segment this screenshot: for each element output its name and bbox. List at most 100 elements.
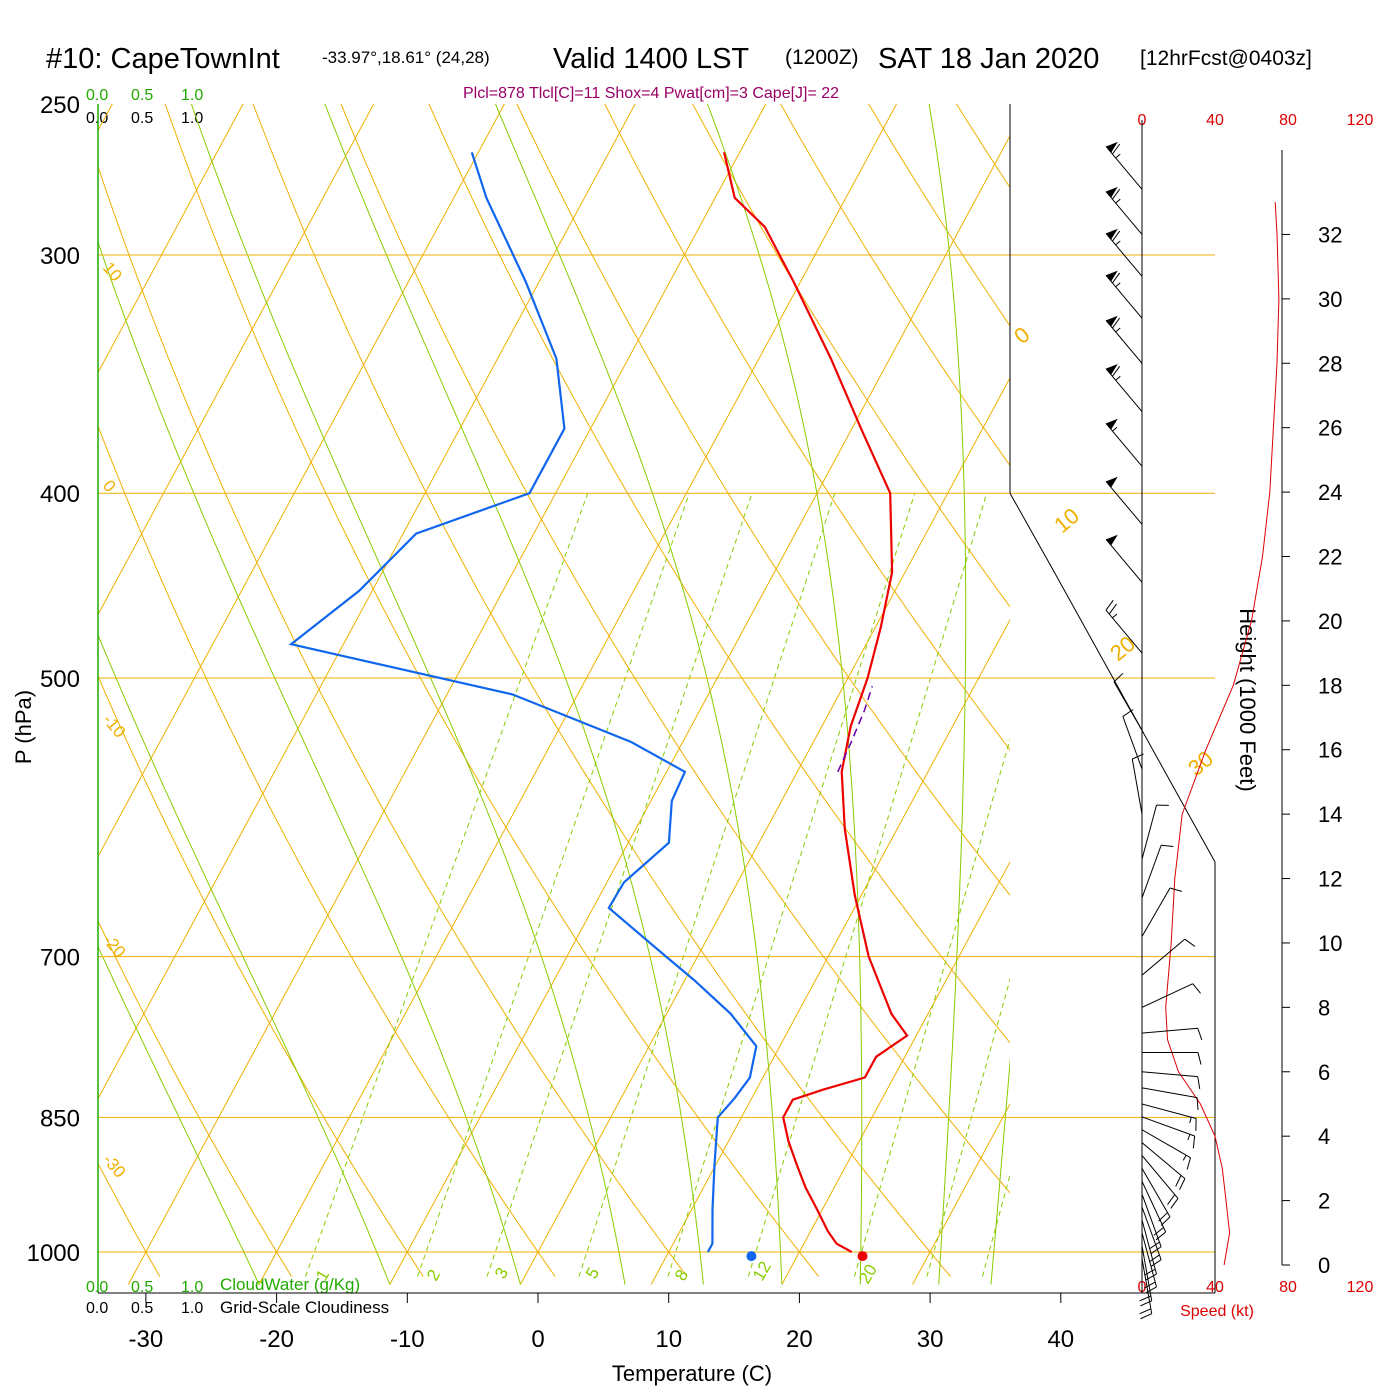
barb-staff <box>1141 1116 1195 1137</box>
plot-frame <box>97 104 1216 1294</box>
cloudwater-label: CloudWater (g/Kg) <box>220 1275 360 1294</box>
wind-barb <box>1142 1051 1202 1065</box>
cloud-bottom-black-2: 1.0 <box>181 1300 203 1317</box>
barb-feather <box>1150 1246 1162 1255</box>
barb-staff <box>1131 758 1143 815</box>
moist-adiabat <box>190 104 626 1285</box>
isotherm <box>650 618 1010 1285</box>
height-tick-label: 28 <box>1318 351 1342 376</box>
height-tick-label: 30 <box>1318 287 1342 312</box>
barb-half-feather <box>1115 153 1121 159</box>
wind-barb <box>1105 228 1143 277</box>
barb-staff <box>1141 887 1171 937</box>
barb-half-feather <box>1115 282 1121 288</box>
moist-adiabat <box>990 1056 1010 1285</box>
dry-adiabat <box>604 104 1010 751</box>
isotherm-label: -30 <box>99 1150 129 1181</box>
pressure-label: 300 <box>40 243 80 270</box>
barb-feather <box>1196 1097 1199 1110</box>
dry-adiabat <box>98 165 688 1277</box>
moist-adiabat <box>98 945 260 1285</box>
wind-barb <box>1105 141 1143 190</box>
barb-half-feather <box>1112 613 1118 619</box>
isotherm <box>98 104 505 858</box>
mixing-ratio-line <box>667 493 916 1277</box>
height-tick-label: 18 <box>1318 673 1342 698</box>
barb-feather <box>1148 1254 1160 1263</box>
valid-time: Valid 1400 LST <box>553 43 749 75</box>
forecast-info: [12hrFcst@0403z] <box>1140 47 1312 70</box>
barb-half-feather <box>1112 426 1118 432</box>
barb-staff <box>1105 191 1143 235</box>
barb-staff <box>1105 320 1143 364</box>
dry-adiabat-label: 0 <box>1009 322 1034 349</box>
cloud-top-green-1: 0.5 <box>131 87 153 104</box>
barb-staff <box>1141 1103 1197 1119</box>
cloud-bottom-green-1: 0.5 <box>131 1279 153 1296</box>
x-tick-label: -20 <box>259 1326 294 1353</box>
barb-feather <box>1192 983 1201 994</box>
barb-half-feather <box>1115 327 1121 333</box>
barb-feather <box>1197 1076 1201 1089</box>
isotherm <box>258 104 898 1285</box>
dry-adiabat <box>164 104 820 1277</box>
height-tick-label: 20 <box>1318 609 1342 634</box>
barb-feather <box>1169 887 1183 892</box>
barb-feather <box>1108 603 1117 615</box>
barb-feather <box>1112 230 1121 242</box>
station-coords: -33.97°,18.61° (24,28) <box>322 48 490 67</box>
dry-adiabat <box>692 104 1010 608</box>
wind-barb <box>1141 983 1201 1008</box>
barb-feather <box>1122 709 1134 717</box>
moist-adiabat <box>928 104 967 1285</box>
x-axis-title: Temperature (C) <box>612 1361 772 1386</box>
cloud-top-green-0: 0.0 <box>86 87 108 104</box>
height-tick-label: 32 <box>1318 222 1342 247</box>
barb-flag <box>1106 315 1118 327</box>
barb-feather <box>1192 1135 1196 1149</box>
pressure-label: 850 <box>40 1105 80 1132</box>
barb-half-feather <box>1187 1134 1191 1141</box>
parcel-path <box>837 685 874 773</box>
x-tick-label: -10 <box>390 1326 425 1353</box>
wind-barb <box>1141 804 1169 860</box>
height-tick-label: 10 <box>1318 931 1342 956</box>
barb-feather <box>1112 317 1121 329</box>
isotherm <box>127 104 767 1285</box>
wind-barb <box>1139 1245 1153 1307</box>
wind-barb <box>1141 938 1196 976</box>
barb-flag <box>1106 228 1118 240</box>
pressure-label: 250 <box>40 92 80 119</box>
dewpoint-line <box>288 151 758 1253</box>
barb-feather <box>1153 1227 1164 1236</box>
barb-feather <box>1197 1028 1203 1041</box>
wind-barb <box>1105 599 1143 654</box>
isotherm <box>781 860 1010 1285</box>
height-tick-label: 24 <box>1318 480 1342 505</box>
barb-staff <box>1105 609 1143 654</box>
barb-feather <box>1145 1273 1157 1281</box>
barb-feather <box>1161 844 1174 848</box>
wind-barb <box>1141 1168 1171 1226</box>
height-tick-label: 22 <box>1318 544 1342 569</box>
barb-feather <box>1197 1052 1202 1065</box>
valid-date: SAT 18 Jan 2020 <box>878 43 1099 75</box>
barb-staff <box>1105 368 1143 412</box>
barb-staff <box>1141 1181 1167 1233</box>
mixing-ratio-label: 12 <box>749 1258 775 1284</box>
wind-barb <box>1141 1181 1167 1241</box>
right-frame-diagonal <box>1009 492 1216 1293</box>
isotherm <box>1043 70 1400 1284</box>
barb-feather <box>1160 1216 1171 1226</box>
dry-adiabat <box>252 104 951 1277</box>
pressure-label: 400 <box>40 481 80 508</box>
barb-flag <box>1106 534 1118 546</box>
cloud-top-black-1: 0.5 <box>131 110 153 127</box>
barb-half-feather <box>1115 375 1121 381</box>
x-tick-label: 20 <box>786 1326 813 1353</box>
mixing-ratio-line <box>981 1173 1010 1277</box>
wind-speed-line <box>1165 202 1280 1266</box>
wind-barb <box>1141 887 1183 937</box>
